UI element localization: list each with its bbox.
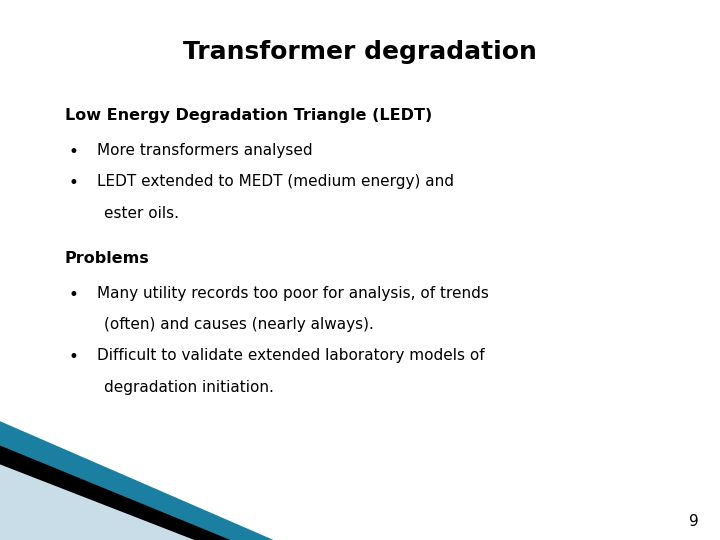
Text: (often) and causes (nearly always).: (often) and causes (nearly always). — [104, 317, 374, 332]
Text: Problems: Problems — [65, 251, 150, 266]
Text: •: • — [68, 174, 78, 192]
Text: •: • — [68, 348, 78, 366]
Text: More transformers analysed: More transformers analysed — [97, 143, 312, 158]
Polygon shape — [0, 421, 274, 540]
Polygon shape — [0, 464, 194, 540]
Text: Transformer degradation: Transformer degradation — [183, 40, 537, 64]
Text: ester oils.: ester oils. — [104, 206, 179, 221]
Text: Low Energy Degradation Triangle (LEDT): Low Energy Degradation Triangle (LEDT) — [65, 108, 432, 123]
Text: 9: 9 — [688, 514, 698, 529]
Text: •: • — [68, 143, 78, 161]
Polygon shape — [0, 446, 230, 540]
Text: degradation initiation.: degradation initiation. — [104, 380, 274, 395]
Text: Difficult to validate extended laboratory models of: Difficult to validate extended laborator… — [97, 348, 485, 363]
Text: •: • — [68, 286, 78, 303]
Text: Many utility records too poor for analysis, of trends: Many utility records too poor for analys… — [97, 286, 489, 301]
Text: LEDT extended to MEDT (medium energy) and: LEDT extended to MEDT (medium energy) an… — [97, 174, 454, 190]
